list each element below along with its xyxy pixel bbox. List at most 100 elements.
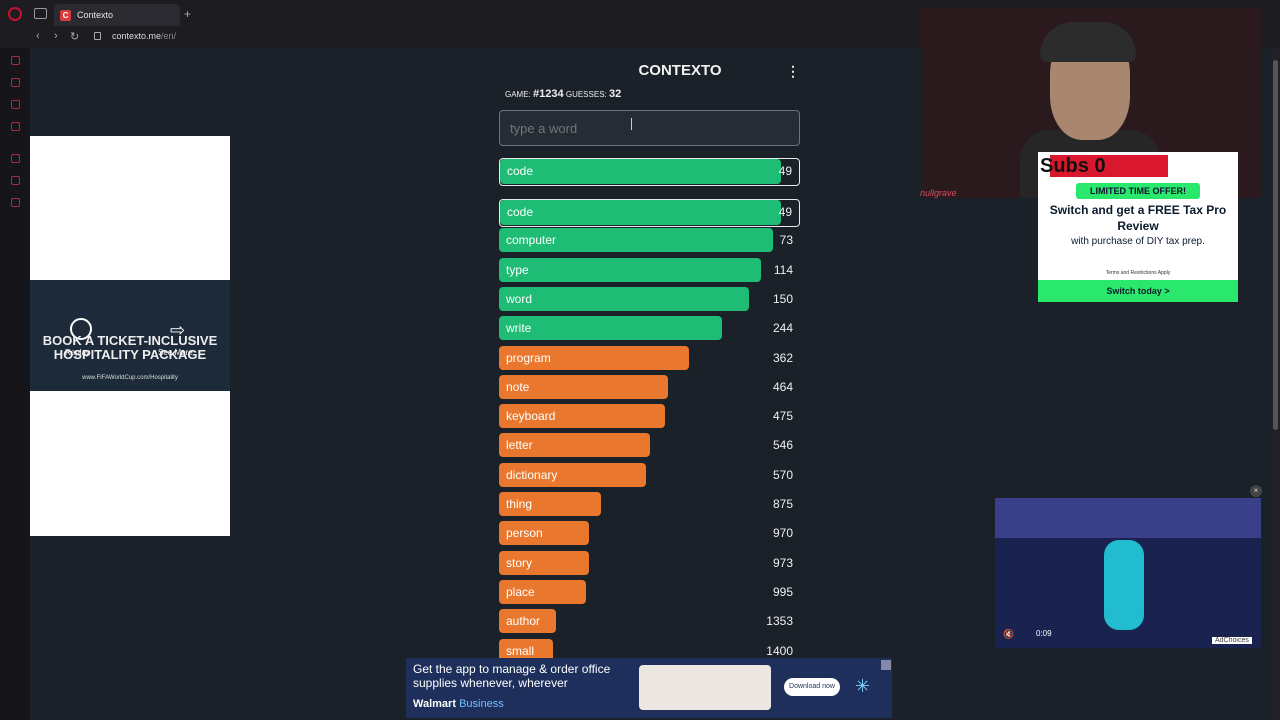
- guess-bar: [499, 492, 602, 516]
- right-ad[interactable]: [1038, 152, 1238, 302]
- guess-bar: [500, 200, 782, 225]
- download-now-button[interactable]: Download now: [784, 678, 840, 696]
- guess-row: program 362: [499, 345, 800, 370]
- latest-guess-row: code 49: [499, 158, 800, 186]
- guess-rank: 49: [778, 205, 792, 219]
- see-more-arrow-icon[interactable]: ⇨: [170, 320, 186, 340]
- close-icon[interactable]: ×: [1250, 485, 1262, 497]
- mute-icon[interactable]: 🔇: [1003, 629, 1015, 639]
- tab-title: Contexto: [77, 10, 114, 20]
- menu-icon[interactable]: ⋮: [786, 63, 800, 79]
- guess-bar: [499, 433, 650, 458]
- left-video-ad[interactable]: ⇨ BOOK A TICKET-INCLUSIVE HOSPITALITY PA…: [30, 280, 230, 391]
- favicon-icon: C: [60, 9, 71, 21]
- guess-bar: [499, 579, 587, 604]
- walmart-spark-icon: ✳: [855, 676, 871, 696]
- guess-row: computer 73: [499, 228, 800, 253]
- walmart-business-logo: Walmart Business: [413, 698, 504, 710]
- game-stats: GAME: #1234 GUESSES: 32: [505, 88, 621, 100]
- streamer-cap: [1040, 22, 1136, 62]
- guesses-label: GUESSES:: [565, 90, 607, 99]
- guess-rank: 875: [772, 497, 793, 511]
- sidebar-settings-icon[interactable]: [11, 198, 20, 207]
- guess-row: word 150: [499, 286, 800, 311]
- guess-word: program: [506, 350, 551, 365]
- guess-bar: [499, 462, 647, 487]
- guess-rank: 546: [772, 438, 793, 453]
- guess-row: type 114: [499, 257, 800, 282]
- guess-word: dictionary: [506, 467, 558, 482]
- forward-icon[interactable]: ›: [54, 30, 58, 42]
- guess-word: small: [506, 643, 535, 658]
- offer-subtext: with purchase of DIY tax prep.: [1071, 236, 1205, 247]
- guess-word: person: [506, 526, 543, 541]
- sidebar-aria-icon[interactable]: [11, 56, 20, 65]
- url-path: /en/: [161, 31, 177, 41]
- guess-word: author: [506, 614, 541, 629]
- game-label: GAME:: [505, 90, 531, 99]
- sidebar-messenger-icon[interactable]: [11, 100, 20, 109]
- see-more-label[interactable]: See More: [158, 348, 193, 357]
- guess-word: word: [506, 291, 533, 306]
- guess-bar: [499, 286, 749, 311]
- guess-bar: [499, 521, 590, 546]
- guess-bar: [499, 257, 761, 282]
- guess-rank: 362: [772, 350, 793, 365]
- latest-guess-word: code: [507, 164, 534, 178]
- sidebar-player-icon-2[interactable]: [11, 154, 20, 163]
- guess-row: code 49: [499, 199, 800, 227]
- latest-guess-rank: 49: [778, 164, 792, 178]
- left-ad-url: www.FIFAWorldCup.com/Hospitality: [82, 375, 178, 381]
- reload-icon[interactable]: ↻: [70, 31, 80, 43]
- offer-badge: LIMITED TIME OFFER!: [1076, 183, 1200, 199]
- sidebar-history-icon[interactable]: [11, 176, 20, 185]
- guess-row: author 1353: [499, 609, 800, 634]
- sidebar: [0, 48, 30, 720]
- opera-logo-icon[interactable]: [8, 7, 22, 21]
- guess-rank: 244: [772, 321, 793, 336]
- tab-switcher-icon[interactable]: [34, 8, 47, 19]
- guess-row: story 973: [499, 550, 800, 575]
- sidebar-twitch-icon[interactable]: [11, 122, 20, 131]
- switch-today-button[interactable]: Switch today >: [1038, 280, 1238, 302]
- sidebar-player-icon[interactable]: [11, 78, 20, 87]
- guess-word: story: [506, 555, 533, 570]
- guess-rank: 570: [772, 467, 793, 482]
- tab-contexto[interactable]: C Contexto: [54, 4, 180, 26]
- guess-bar: [499, 345, 689, 370]
- replay-label[interactable]: Replay: [65, 348, 90, 357]
- guess-row: keyboard 475: [499, 404, 800, 429]
- ad-close-icon[interactable]: [881, 660, 891, 670]
- new-tab-icon[interactable]: +: [184, 7, 192, 21]
- game-number: #1234: [533, 88, 564, 100]
- left-ad-headline: BOOK A TICKET-INCLUSIVE HOSPITALITY PACK…: [42, 333, 218, 362]
- guess-row: write 244: [499, 316, 800, 341]
- guess-row: thing 875: [499, 492, 800, 516]
- url-field[interactable]: contexto.me/en/: [112, 31, 176, 41]
- guess-rank: 464: [772, 379, 793, 394]
- guess-rank: 1353: [766, 614, 793, 629]
- scroll-thumb[interactable]: [1273, 60, 1278, 430]
- subs-counter: Subs 0: [1040, 155, 1106, 177]
- guess-rank: 150: [772, 291, 793, 306]
- guess-rank: 73: [779, 233, 793, 248]
- offer-headline: Switch and get a FREE Tax Pro Review: [1049, 203, 1227, 233]
- guess-word: note: [506, 379, 530, 394]
- guess-word: code: [507, 205, 534, 219]
- back-icon[interactable]: ‹: [36, 30, 40, 42]
- guess-row: note 464: [499, 374, 800, 399]
- guess-rank: 475: [772, 409, 793, 424]
- replay-icon[interactable]: [70, 318, 92, 340]
- adchoices-badge[interactable]: AdChoices: [1212, 637, 1252, 644]
- guess-row: letter 546: [499, 433, 800, 458]
- guess-word: write: [506, 321, 532, 336]
- guess-bar: [499, 228, 773, 253]
- guess-bar: [499, 374, 668, 399]
- guess-rank: 114: [773, 262, 793, 277]
- guess-input[interactable]: [499, 110, 800, 146]
- guess-word: letter: [506, 438, 533, 453]
- guess-row: person 970: [499, 521, 800, 546]
- guess-bar: [499, 550, 590, 575]
- game-title: CONTEXTO: [638, 62, 722, 79]
- guess-word: place: [506, 584, 535, 599]
